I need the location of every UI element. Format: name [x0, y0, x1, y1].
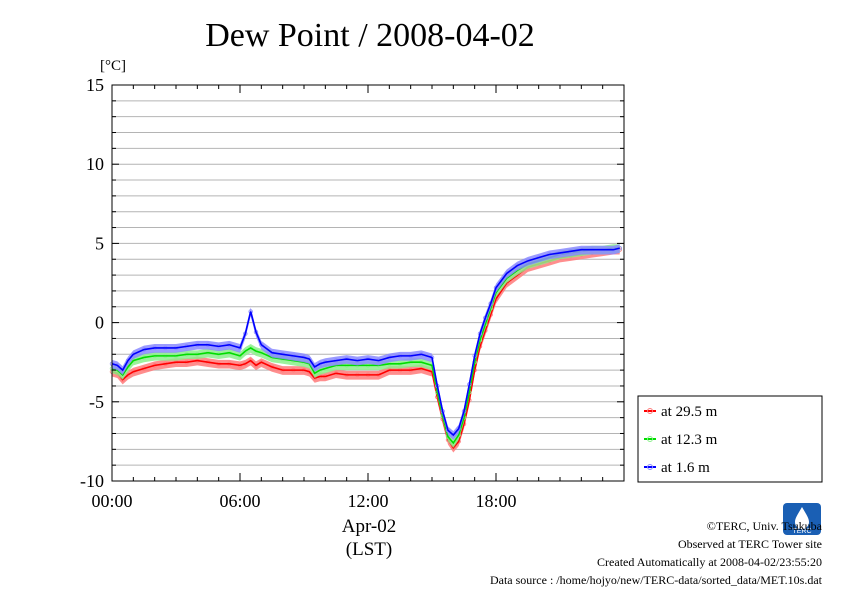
y-tick-label: 5 [95, 233, 104, 253]
y-tick-label: -10 [80, 471, 104, 491]
chart-title: Dew Point / 2008-04-02 [205, 17, 535, 54]
series-line [111, 247, 620, 437]
legend-label: at 29.5 m [661, 404, 718, 420]
logo-text: TERC [792, 528, 811, 535]
legend-swatch-marker [647, 408, 653, 414]
x-axis-label-date: Apr-02 [342, 516, 397, 537]
data-point [120, 367, 125, 373]
plot-frame [111, 84, 625, 482]
y-tick-label: -5 [89, 392, 104, 412]
data-point [248, 345, 253, 351]
series-layer [109, 244, 622, 453]
legend-label: at 1.6 m [661, 460, 710, 476]
grid-lines [112, 100, 624, 466]
legend-box [637, 395, 823, 483]
x-tick-label: 18:00 [475, 491, 516, 511]
data-point [451, 432, 456, 438]
data-point [243, 348, 248, 354]
credit-source: Data source : /home/hojyo/new/TERC-data/… [489, 573, 822, 587]
y-tick-label: 15 [86, 75, 104, 95]
y-tick-label: 0 [95, 313, 104, 333]
credit-copyright: ©TERC, Univ. Tsukuba [706, 519, 822, 533]
water-drop-icon [795, 507, 809, 529]
legend-swatch-marker [647, 464, 653, 470]
legend-item: at 29.5 m [644, 404, 718, 420]
legend: at 29.5 m at 12.3 m at 1.6 m [637, 395, 823, 483]
credit-observed: Observed at TERC Tower site [677, 537, 822, 551]
series-scatter-band [112, 244, 620, 440]
y-tick-label: 10 [86, 154, 104, 174]
x-tick-label: 12:00 [347, 491, 388, 511]
data-point [504, 271, 509, 276]
data-point [248, 358, 253, 363]
data-point [312, 364, 317, 370]
legend-item: at 12.3 m [644, 432, 718, 448]
data-point [125, 358, 131, 363]
x-tick-label: 00:00 [91, 491, 132, 511]
x-tick-label: 06:00 [219, 491, 260, 511]
data-point [125, 372, 131, 378]
data-point [451, 440, 456, 446]
y-axis-label: [°C] [100, 58, 126, 74]
terc-logo: TERC [783, 503, 821, 535]
x-axis-label-lst: (LST) [346, 539, 392, 560]
legend-swatch-marker [647, 436, 653, 442]
data-point [253, 363, 259, 368]
legend-item: at 1.6 m [644, 460, 710, 476]
series-at-1-6-m [109, 244, 622, 440]
credit-created: Created Automatically at 2008-04-02/23:5… [597, 555, 822, 569]
legend-label: at 12.3 m [661, 432, 718, 448]
